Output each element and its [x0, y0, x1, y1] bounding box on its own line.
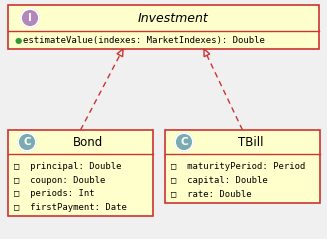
- Text: □  principal: Double: □ principal: Double: [14, 162, 122, 171]
- Text: □  rate: Double: □ rate: Double: [171, 189, 251, 198]
- Text: C: C: [180, 137, 188, 147]
- Text: C: C: [23, 137, 31, 147]
- Text: Investment: Investment: [138, 11, 209, 25]
- Text: □  firstPayment: Date: □ firstPayment: Date: [14, 203, 127, 212]
- FancyBboxPatch shape: [8, 5, 319, 49]
- Text: ●: ●: [15, 36, 22, 44]
- Text: □  maturityPeriod: Period: □ maturityPeriod: Period: [171, 162, 305, 171]
- Text: TBill: TBill: [238, 136, 263, 148]
- Text: estimateValue(indexes: MarketIndexes): Double: estimateValue(indexes: MarketIndexes): D…: [23, 36, 265, 44]
- FancyBboxPatch shape: [165, 130, 320, 202]
- Text: □  periods: Int: □ periods: Int: [14, 189, 95, 198]
- Circle shape: [175, 133, 193, 151]
- FancyBboxPatch shape: [8, 130, 153, 216]
- Text: □  coupon: Double: □ coupon: Double: [14, 176, 105, 185]
- Circle shape: [18, 133, 36, 151]
- Text: □  capital: Double: □ capital: Double: [171, 176, 268, 185]
- Text: Bond: Bond: [73, 136, 104, 148]
- Text: I: I: [28, 13, 32, 23]
- Circle shape: [21, 9, 39, 27]
